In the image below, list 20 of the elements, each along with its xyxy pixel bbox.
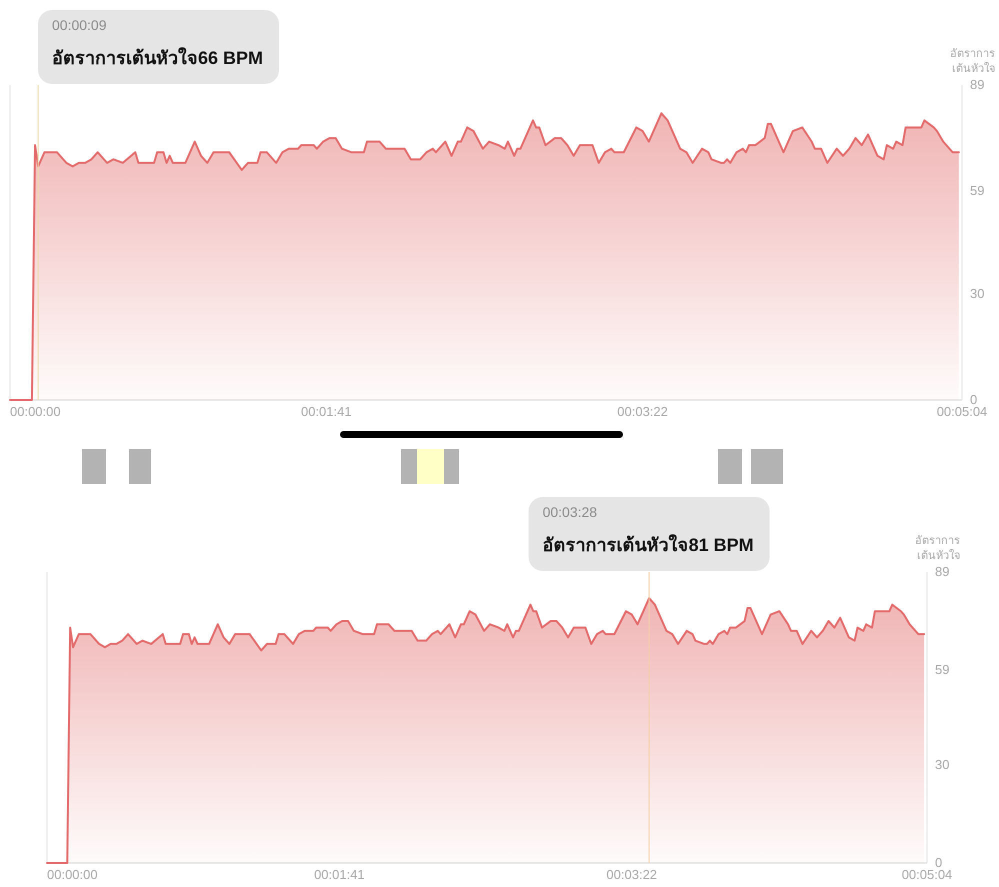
y-tick-label: 89 (970, 77, 984, 92)
x-tick-label: 00:05:04 (936, 404, 988, 419)
x-tick-label: 00:05:04 (902, 867, 952, 882)
y-tick-label: 0 (935, 855, 942, 870)
y-tick-label: 89 (935, 564, 950, 579)
x-tick-label: 00:00:00 (47, 867, 98, 882)
y-tick-label: 30 (970, 286, 984, 301)
x-tick-label: 00:03:22 (606, 867, 658, 882)
y-tick-label: 0 (970, 392, 978, 407)
x-tick-label: 00:01:41 (314, 867, 365, 882)
y-tick-label: 30 (935, 756, 950, 772)
tooltip: 00:03:28 อัตราการเต้นหัวใจ81 BPM (528, 497, 770, 571)
x-tick-label: 00:01:41 (300, 404, 352, 419)
x-tick-label: 00:03:22 (617, 404, 668, 419)
y-axis-title: อัตราการ เต้นหัวใจ (950, 48, 995, 75)
y-axis-title: อัตราการ เต้นหัวใจ (915, 535, 960, 562)
y-tick-label: 59 (935, 662, 950, 678)
x-tick-label: 00:00:00 (10, 404, 61, 419)
tooltip: 00:00:09 อัตราการเต้นหัวใจ66 BPM (38, 10, 280, 84)
y-tick-label: 59 (970, 183, 984, 198)
